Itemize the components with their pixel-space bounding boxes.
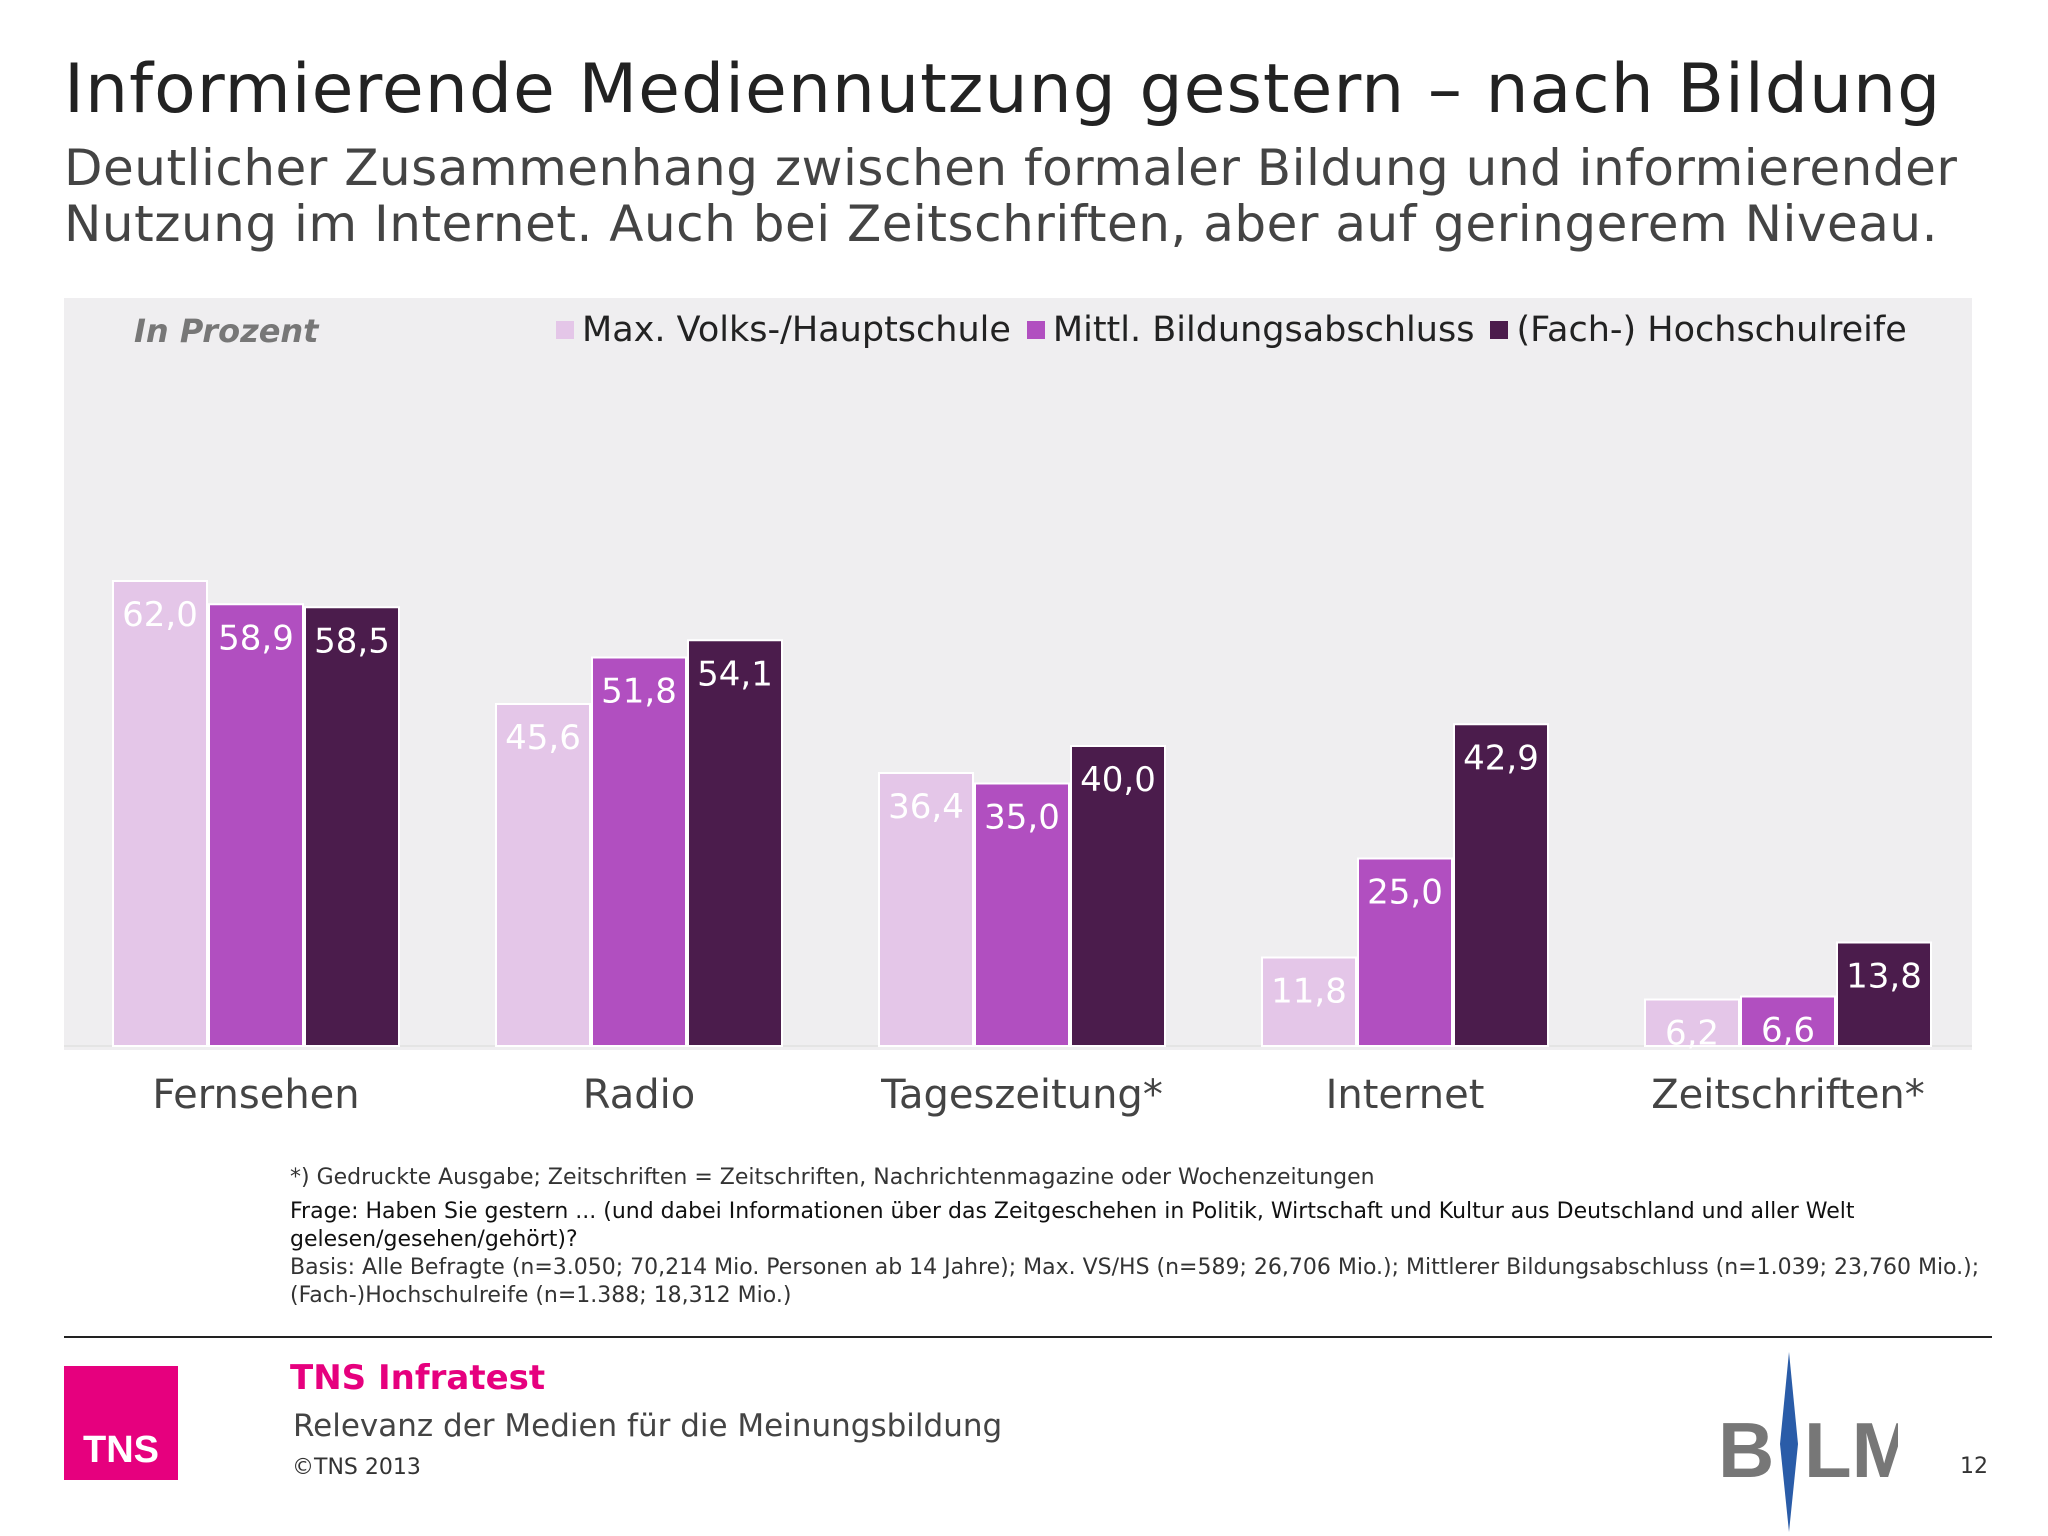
category-label-tageszeitung: Tageszeitung* (880, 1072, 1163, 1118)
data-label-internet-series-2: 25,0 (1367, 873, 1443, 913)
bar-zeitschriften-series-3 (1836, 941, 1932, 1047)
data-label-tageszeitung-series-3: 40,0 (1080, 760, 1156, 800)
footnotes: *) Gedruckte Ausgabe; Zeitschriften = Ze… (290, 1164, 1990, 1310)
bar-zeitschriften-series-1 (1644, 998, 1740, 1047)
chart-unit-label: In Prozent (134, 312, 319, 350)
bar-zeitschriften-series-2 (1740, 995, 1836, 1047)
category-label-zeitschriften: Zeitschriften* (1651, 1072, 1925, 1118)
blm-logo: B LM (1718, 1352, 1898, 1532)
chart-legend: Max. Volks-/Hauptschule Mittl. Bildungsa… (556, 310, 1923, 350)
bar-tageszeitung-series-1 (878, 772, 974, 1047)
blm-logo-lm: LM (1804, 1406, 1898, 1494)
company-name: TNS Infratest (290, 1358, 546, 1398)
bar-fernsehen-series-1 (112, 580, 208, 1047)
legend-swatch-series-2 (1026, 321, 1045, 339)
bar-radio-series-1 (495, 703, 591, 1047)
footnote-question: Frage: Haben Sie gestern ... (und dabei … (290, 1199, 1855, 1252)
report-title: Relevanz der Medien für die Meinungsbild… (293, 1408, 1003, 1444)
bar-internet-series-1 (1261, 956, 1357, 1047)
data-label-fernsehen-series-3: 58,5 (314, 621, 390, 661)
legend-swatch-series-3 (1490, 321, 1509, 339)
category-label-internet: Internet (1326, 1072, 1485, 1118)
bar-internet-series-3 (1453, 723, 1549, 1047)
legend-label-series-2: Mittl. Bildungsabschluss (1052, 310, 1475, 350)
data-label-radio-series-3: 54,1 (697, 654, 773, 694)
data-label-zeitschriften-series-1: 6,2 (1665, 1014, 1719, 1054)
blm-logo-needle (1780, 1352, 1798, 1532)
data-label-radio-series-1: 45,6 (505, 718, 581, 758)
data-label-fernsehen-series-1: 62,0 (122, 595, 198, 635)
data-label-fernsehen-series-2: 58,9 (218, 618, 294, 658)
data-label-radio-series-2: 51,8 (601, 672, 677, 712)
footnote-basis: Basis: Alle Befragte (n=3.050; 70,214 Mi… (290, 1255, 1980, 1308)
tns-logo: TNS (64, 1366, 178, 1480)
page-number: 12 (1960, 1454, 1988, 1479)
bar-internet-series-2 (1357, 857, 1453, 1047)
data-label-zeitschriften-series-2: 6,6 (1761, 1011, 1815, 1051)
data-label-tageszeitung-series-1: 36,4 (888, 787, 964, 827)
data-label-zeitschriften-series-3: 13,8 (1846, 957, 1922, 997)
bar-fernsehen-series-3 (304, 606, 400, 1047)
legend-item-series-3: (Fach-) Hochschulreife (1490, 310, 1907, 350)
data-label-internet-series-3: 42,9 (1463, 738, 1539, 778)
bar-fernsehen-series-2 (208, 603, 304, 1047)
bar-radio-series-2 (591, 656, 687, 1047)
legend-label-series-3: (Fach-) Hochschulreife (1516, 310, 1907, 350)
data-label-tageszeitung-series-2: 35,0 (984, 798, 1060, 838)
category-label-radio: Radio (583, 1072, 695, 1118)
data-label-internet-series-1: 11,8 (1271, 972, 1347, 1012)
bar-chart: 62,0 58,9 58,5 Fernsehen 45,6 51,8 54,1 Radio 36… (64, 580, 1972, 1118)
bar-tageszeitung-series-3 (1070, 745, 1166, 1047)
bar-tageszeitung-series-2 (974, 782, 1070, 1047)
page-title: Informierende Mediennutzung gestern – na… (64, 50, 1942, 129)
legend-item-series-1: Max. Volks-/Hauptschule (556, 310, 1011, 350)
copyright: ©TNS 2013 (292, 1455, 421, 1480)
legend-label-series-1: Max. Volks-/Hauptschule (582, 310, 1011, 350)
footer-divider (64, 1336, 1992, 1338)
bar-radio-series-3 (687, 639, 783, 1047)
page-subtitle: Deutlicher Zusammenhang zwischen formale… (64, 139, 1958, 253)
blm-logo-b: B (1718, 1406, 1774, 1494)
legend-swatch-series-1 (556, 321, 574, 339)
footnote-definition: *) Gedruckte Ausgabe; Zeitschriften = Ze… (290, 1165, 1375, 1190)
tns-logo-text: TNS (83, 1429, 159, 1471)
legend-item-series-2: Mittl. Bildungsabschluss (1026, 310, 1475, 350)
category-label-fernsehen: Fernsehen (152, 1072, 359, 1118)
